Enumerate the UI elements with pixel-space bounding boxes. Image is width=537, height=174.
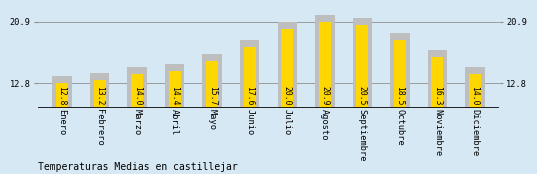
Bar <box>52 76 72 108</box>
Bar <box>90 73 110 108</box>
Bar <box>165 64 184 108</box>
Bar <box>319 22 331 108</box>
Bar <box>93 80 106 108</box>
Bar <box>169 71 180 108</box>
Bar <box>56 83 68 108</box>
Text: Temperaturas Medias en castillejar: Temperaturas Medias en castillejar <box>38 162 237 172</box>
Text: 17.6: 17.6 <box>245 86 254 106</box>
Bar <box>127 67 147 108</box>
Bar <box>357 25 368 108</box>
Text: 20.0: 20.0 <box>283 86 292 106</box>
Bar <box>244 47 256 108</box>
Bar <box>465 67 485 108</box>
Text: 14.0: 14.0 <box>133 86 142 106</box>
Bar <box>278 22 297 108</box>
Bar <box>206 61 218 108</box>
Bar <box>427 50 447 108</box>
Bar <box>390 33 410 108</box>
Text: 12.8: 12.8 <box>57 86 67 106</box>
Text: 20.5: 20.5 <box>358 86 367 106</box>
Text: 14.0: 14.0 <box>470 86 480 106</box>
Text: 20.9: 20.9 <box>320 86 329 106</box>
Text: 15.7: 15.7 <box>208 86 217 106</box>
Bar <box>281 29 293 108</box>
Bar <box>202 54 222 108</box>
Text: 14.4: 14.4 <box>170 86 179 106</box>
Bar <box>353 18 372 108</box>
Text: 13.2: 13.2 <box>95 86 104 106</box>
Text: 18.5: 18.5 <box>395 86 404 106</box>
Bar <box>131 74 143 108</box>
Text: 16.3: 16.3 <box>433 86 442 106</box>
Bar <box>431 57 444 108</box>
Bar <box>469 74 481 108</box>
Bar <box>315 15 335 108</box>
Bar <box>240 40 259 108</box>
Bar <box>394 40 406 108</box>
